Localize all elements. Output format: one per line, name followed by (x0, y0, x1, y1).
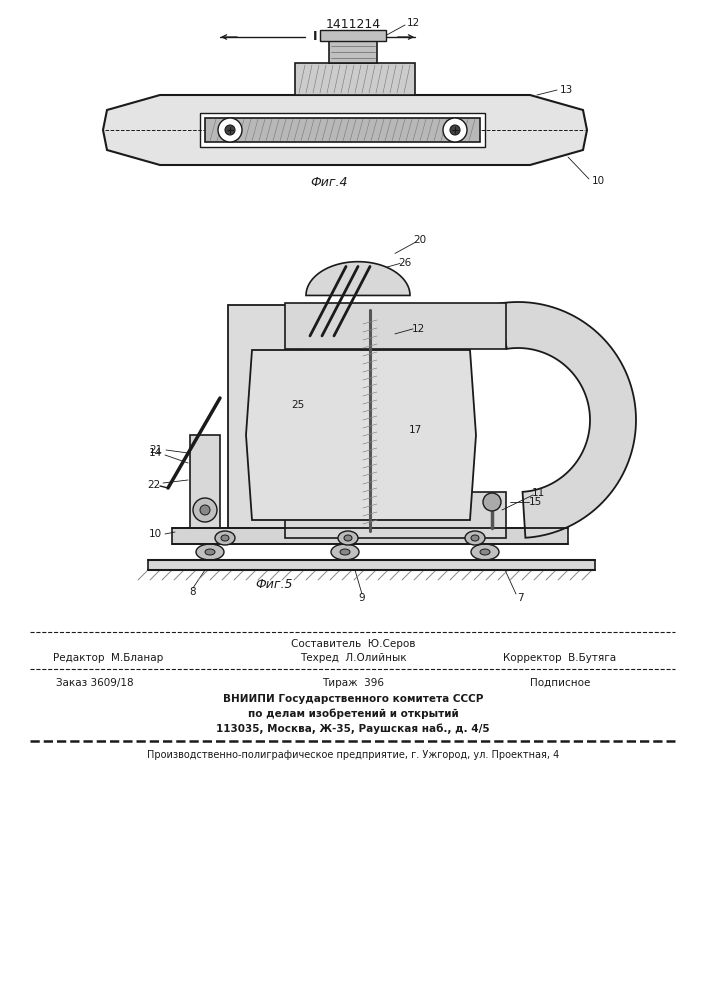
Text: Подписное: Подписное (530, 678, 590, 688)
Ellipse shape (331, 544, 359, 560)
Bar (172, 528, 568, 544)
Text: 9: 9 (358, 593, 366, 603)
Bar (205, 118, 480, 142)
Bar (285, 303, 506, 349)
Text: Редактор  М.Бланар: Редактор М.Бланар (53, 653, 163, 663)
Bar (320, 30, 386, 41)
Text: 7: 7 (517, 593, 523, 603)
Ellipse shape (193, 498, 217, 522)
Ellipse shape (465, 531, 485, 545)
Text: 11: 11 (532, 488, 544, 498)
Ellipse shape (344, 535, 352, 541)
Text: Техред  Л.Олийнык: Техред Л.Олийнык (300, 653, 407, 663)
Ellipse shape (471, 535, 479, 541)
Text: Производственно-полиграфическое предприятие, г. Ужгород, ул. Проектная, 4: Производственно-полиграфическое предприя… (147, 750, 559, 760)
Text: 21: 21 (150, 445, 163, 455)
Polygon shape (103, 95, 587, 165)
Bar (295, 63, 415, 95)
Ellipse shape (483, 493, 501, 511)
Text: 14: 14 (148, 448, 162, 458)
Text: Фиг.4: Фиг.4 (310, 176, 348, 188)
Ellipse shape (196, 544, 224, 560)
Ellipse shape (221, 535, 229, 541)
Text: 17: 17 (409, 425, 421, 435)
Text: 20: 20 (414, 235, 426, 245)
Ellipse shape (200, 505, 210, 515)
Bar (190, 435, 220, 528)
Text: по делам изобретений и открытий: по делам изобретений и открытий (247, 709, 458, 719)
Ellipse shape (215, 531, 235, 545)
Text: Тираж  396: Тираж 396 (322, 678, 384, 688)
Bar (228, 305, 303, 536)
Bar (200, 113, 485, 147)
Ellipse shape (450, 125, 460, 135)
Text: 13: 13 (560, 85, 573, 95)
Text: 1411214: 1411214 (325, 18, 380, 31)
Text: Корректор  В.Бутяга: Корректор В.Бутяга (503, 653, 617, 663)
Text: ВНИИПИ Государственного комитета СССР: ВНИИПИ Государственного комитета СССР (223, 694, 483, 704)
Bar (329, 41, 377, 63)
Text: 12: 12 (411, 324, 425, 334)
Ellipse shape (338, 531, 358, 545)
Bar (285, 492, 506, 538)
Text: I: I (312, 30, 317, 43)
Text: 25: 25 (291, 400, 305, 410)
Text: 10: 10 (592, 176, 605, 186)
Text: 113035, Москва, Ж-35, Раушская наб., д. 4/5: 113035, Москва, Ж-35, Раушская наб., д. … (216, 724, 490, 734)
Polygon shape (246, 350, 476, 520)
Ellipse shape (340, 549, 350, 555)
Text: 15: 15 (528, 497, 542, 507)
Bar (148, 560, 595, 570)
Text: 22: 22 (147, 480, 160, 490)
Text: 10: 10 (149, 529, 162, 539)
Text: 26: 26 (398, 258, 411, 268)
Text: Заказ 3609/18: Заказ 3609/18 (56, 678, 134, 688)
Text: 12: 12 (407, 18, 420, 28)
Text: Фиг.5: Фиг.5 (255, 578, 293, 591)
Ellipse shape (443, 118, 467, 142)
Ellipse shape (471, 544, 499, 560)
Ellipse shape (480, 549, 490, 555)
Polygon shape (500, 302, 636, 538)
Ellipse shape (225, 125, 235, 135)
Text: Составитель  Ю.Серов: Составитель Ю.Серов (291, 639, 415, 649)
Polygon shape (306, 262, 410, 295)
Text: 8: 8 (189, 587, 197, 597)
Ellipse shape (205, 549, 215, 555)
Ellipse shape (218, 118, 242, 142)
